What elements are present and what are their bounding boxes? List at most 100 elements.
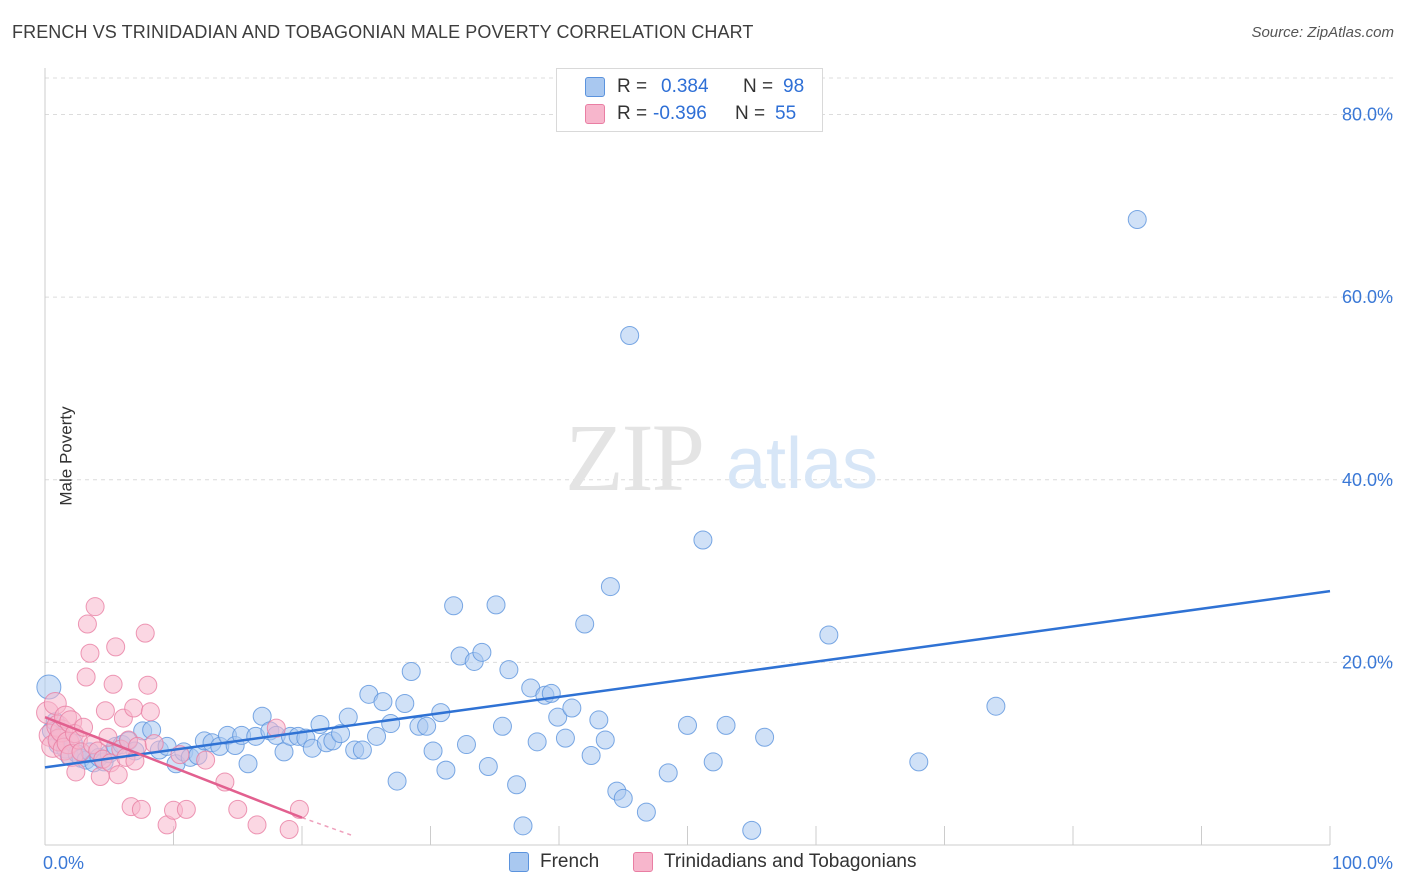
watermark-atlas: atlas — [726, 424, 878, 504]
french-point — [338, 707, 358, 727]
french-point — [986, 696, 1006, 716]
legend-label-french: French — [540, 851, 600, 872]
trini-point — [144, 734, 164, 754]
x-tick-label: 0.0% — [43, 853, 84, 873]
trini-point — [140, 702, 160, 722]
french-point — [555, 728, 575, 748]
trini-swatch — [585, 104, 605, 124]
french-point — [703, 752, 723, 772]
y-tick-label: 80.0% — [1342, 105, 1393, 125]
trini-point — [66, 762, 86, 782]
trini-point — [131, 799, 151, 819]
french-point — [381, 714, 401, 734]
x-tick-label: 100.0% — [1332, 853, 1393, 873]
trini-point — [176, 799, 196, 819]
french-point — [436, 760, 456, 780]
r-label: R = — [617, 76, 648, 97]
stats-legend-row-trini: R = -0.396 N = 55 — [585, 102, 796, 126]
french-point — [589, 710, 609, 730]
n-value-trini: 55 — [775, 103, 797, 124]
french-point — [755, 727, 775, 747]
r-value-trini: -0.396 — [653, 103, 707, 124]
stats-legend-row-french: R = 0.384 N = 98 — [585, 75, 804, 99]
grid-lines — [45, 77, 1393, 663]
y-axis-label: Male Poverty — [56, 406, 76, 506]
french-trend-line — [44, 589, 1331, 769]
watermark-zip: ZIP — [565, 404, 703, 511]
chart-title: FRENCH VS TRINIDADIAN AND TOBAGONIAN MAL… — [12, 22, 754, 42]
trini-point — [124, 698, 144, 718]
trini-point — [76, 667, 96, 687]
trini-point — [108, 765, 128, 785]
french-point — [423, 741, 443, 761]
french-point — [492, 716, 512, 736]
french-point — [444, 596, 464, 616]
trini-point — [85, 597, 105, 617]
french-point — [527, 732, 547, 752]
french-point — [499, 660, 519, 680]
french-point — [252, 706, 272, 726]
french-point — [401, 662, 421, 682]
trini-point — [135, 623, 155, 643]
french-point — [600, 577, 620, 597]
french-point — [595, 730, 615, 750]
y-tick-label: 60.0% — [1342, 287, 1393, 307]
french-point — [395, 693, 415, 713]
french-point — [658, 763, 678, 783]
trini-point — [103, 674, 123, 694]
french-point — [613, 788, 633, 808]
french-point — [472, 642, 492, 662]
legend-label-trini: Trinidadians and Tobagonians — [664, 851, 917, 872]
french-point — [716, 715, 736, 735]
french-point — [548, 707, 568, 727]
french-point — [1127, 210, 1147, 230]
french-point — [373, 692, 393, 712]
trini-point — [247, 815, 267, 835]
french-point — [693, 530, 713, 550]
french-point — [819, 625, 839, 645]
french-point — [620, 325, 640, 345]
french-point — [678, 715, 697, 735]
trini-trend-extension — [301, 816, 354, 837]
french-point — [352, 740, 372, 760]
trini-point — [77, 614, 97, 634]
trini-point — [80, 643, 100, 663]
french-point — [742, 820, 762, 840]
watermark: ZIP atlas — [565, 404, 878, 511]
french-point — [636, 802, 656, 822]
n-value-french: 98 — [783, 76, 805, 97]
y-tick-label: 20.0% — [1342, 652, 1393, 672]
legend-item-trini[interactable]: Trinidadians and Tobagonians — [633, 851, 916, 873]
french-point — [581, 746, 601, 766]
french-point — [387, 771, 407, 791]
french-point — [456, 735, 476, 755]
legend-item-french[interactable]: French — [509, 851, 599, 873]
french-point — [909, 752, 929, 772]
r-label: R = — [617, 103, 648, 124]
trini-legend-swatch — [633, 852, 653, 872]
french-point — [513, 816, 533, 836]
trini-point — [279, 819, 299, 839]
trini-point — [228, 799, 248, 819]
trini-point — [196, 750, 216, 770]
trini-point — [95, 701, 115, 721]
n-label: N = — [735, 103, 766, 124]
source-label: Source: ZipAtlas.com — [1251, 24, 1394, 41]
y-tick-label: 40.0% — [1342, 470, 1393, 490]
trini-point — [266, 718, 286, 738]
trini-point — [138, 675, 158, 695]
french-point — [331, 724, 351, 744]
trini-point — [106, 637, 126, 657]
french-point — [417, 716, 437, 736]
french-point — [238, 754, 258, 774]
french-point — [575, 614, 595, 634]
french-point — [486, 595, 506, 615]
r-value-french: 0.384 — [661, 76, 709, 97]
n-label: N = — [743, 76, 774, 97]
french-point — [507, 775, 527, 795]
french-legend-swatch — [509, 852, 529, 872]
stats-legend: R = 0.384 N = 98 R = -0.396 N = 55 — [556, 68, 823, 132]
trini-trend-line — [44, 716, 303, 819]
french-swatch — [585, 77, 605, 97]
